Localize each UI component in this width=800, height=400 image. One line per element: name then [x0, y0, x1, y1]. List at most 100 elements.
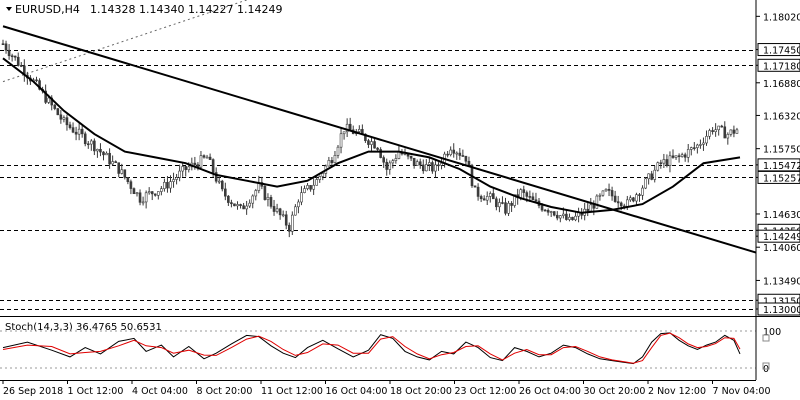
stoch-lower-marker-icon[interactable]: [762, 362, 770, 370]
stoch-line-main: [2, 332, 741, 365]
candle-body: [211, 159, 215, 173]
candle-body: [519, 189, 523, 199]
candle-body: [546, 209, 550, 213]
candle-body: [604, 188, 608, 192]
candle-body: [391, 160, 395, 164]
candle-body: [467, 160, 471, 166]
candle-body: [71, 127, 75, 133]
candle-body: [473, 185, 477, 188]
price-axis[interactable]: 1.18020 1.17450 1.17180 1.16880 1.16320 1.157…: [755, 0, 800, 316]
price-tick-label-6: 1.15472: [763, 161, 800, 172]
candle-body: [647, 173, 650, 180]
time-tick-label-1: 1 Oct 12:00: [68, 386, 124, 397]
time-axis[interactable]: 26 Sep 2018 1 Oct 12:00 4 Oct 04:00 8 Oct 2…: [0, 380, 771, 397]
candle-body: [504, 202, 507, 214]
candle-body: [668, 155, 672, 166]
price-tick-label-12: 1.13490: [763, 276, 800, 287]
candle-body: [300, 192, 303, 203]
candle-body: [479, 196, 483, 200]
candle-body: [562, 213, 565, 216]
candle-body: [522, 189, 526, 193]
candle-body: [616, 201, 620, 204]
candle-body: [476, 186, 480, 197]
stoch-label: Stoch(14,3,3) 36.4765 50.6531: [5, 322, 162, 333]
candle-body: [44, 90, 47, 103]
price-panel[interactable]: EURUSD,H4 1.14328 1.14340 1.14227 1.1424…: [0, 0, 757, 316]
candle-body: [696, 144, 699, 148]
candle-body: [129, 181, 133, 189]
stoch-upper-marker-icon[interactable]: [762, 334, 770, 342]
candle-body: [662, 159, 666, 164]
candle-body: [278, 208, 282, 216]
stoch-scroll-markers[interactable]: [762, 334, 770, 370]
candle-body: [141, 201, 145, 204]
candle-body: [552, 211, 556, 216]
candle-body: [635, 194, 638, 202]
price-tag-box-7: [757, 170, 800, 184]
stoch-tick-label-0: 100: [763, 327, 781, 338]
candle-body: [507, 202, 510, 214]
candle-body: [677, 155, 681, 158]
price-tick-label-10: 1.14249: [763, 232, 800, 243]
candle-body: [571, 216, 574, 221]
candle-body: [495, 198, 498, 208]
candle-body: [181, 166, 184, 172]
price-tag-box-2: [757, 58, 800, 72]
candle-body: [99, 148, 102, 153]
candle-body: [409, 155, 413, 159]
candle-body: [120, 169, 124, 174]
candle-body: [297, 201, 300, 208]
candle-body: [147, 191, 151, 194]
candle-body: [224, 188, 227, 197]
candle-body: [699, 144, 702, 146]
candle-body: [132, 188, 136, 195]
candle-body: [531, 196, 535, 201]
candle-body: [303, 188, 306, 193]
candle-body: [683, 154, 687, 158]
trendline[interactable]: [2, 25, 757, 254]
time-tick-labels: 26 Sep 2018 1 Oct 12:00 4 Oct 04:00 8 Oct 2…: [2, 380, 771, 397]
candle-body: [65, 117, 69, 126]
candle-body: [418, 161, 422, 166]
candle-body: [693, 147, 696, 149]
candle-body: [412, 157, 416, 166]
candle-body: [214, 172, 218, 182]
candle-body: [126, 177, 130, 182]
candle-body: [458, 152, 462, 156]
candle-body: [574, 215, 577, 221]
time-tick-label-3: 8 Oct 20:00: [197, 386, 253, 397]
dropdown-triangle-icon[interactable]: [6, 7, 12, 11]
candle-body: [208, 156, 212, 160]
candle-body: [217, 180, 221, 183]
candle-body: [254, 190, 258, 197]
candle-body: [284, 214, 288, 226]
time-tick-label-11: 7 Nov 04:00: [713, 386, 771, 397]
candle-body: [83, 133, 87, 145]
price-tick-label-14: 1.13000: [763, 305, 800, 316]
candle-body: [370, 141, 373, 145]
candle-body: [379, 149, 382, 158]
candle-body: [199, 155, 203, 168]
candle-body: [53, 104, 57, 109]
candle-body: [388, 162, 392, 170]
candle-body: [56, 108, 60, 116]
candle-body: [437, 164, 440, 167]
candle-body: [111, 161, 114, 165]
candle-body: [178, 170, 181, 178]
candle-body: [373, 141, 376, 149]
candle-body: [644, 178, 647, 189]
candle-body: [568, 216, 571, 220]
candle-body: [157, 191, 160, 196]
candle-body: [227, 195, 230, 203]
candle-body: [172, 179, 175, 182]
time-tick-label-9: 30 Oct 20:00: [584, 386, 646, 397]
price-tick-label-5: 1.15750: [763, 145, 800, 156]
candle-body: [330, 160, 334, 163]
candle-body: [309, 185, 312, 190]
candle-body: [35, 79, 38, 82]
symbol-label: EURUSD,H4: [15, 3, 80, 16]
